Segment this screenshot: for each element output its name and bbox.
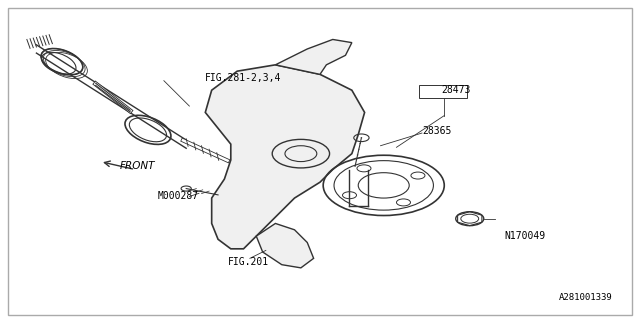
- Text: A281001339: A281001339: [559, 293, 612, 302]
- Text: M000287: M000287: [157, 191, 198, 202]
- Text: FRONT: FRONT: [119, 161, 155, 171]
- Polygon shape: [256, 223, 314, 268]
- Text: 28473: 28473: [441, 85, 470, 95]
- Polygon shape: [205, 65, 365, 249]
- Text: FIG.201: FIG.201: [228, 257, 269, 267]
- Bar: [419, 85, 467, 98]
- Polygon shape: [275, 39, 352, 74]
- Text: FIG.281-2,3,4: FIG.281-2,3,4: [205, 73, 282, 83]
- Text: N170049: N170049: [505, 231, 546, 241]
- Text: 28365: 28365: [422, 126, 451, 136]
